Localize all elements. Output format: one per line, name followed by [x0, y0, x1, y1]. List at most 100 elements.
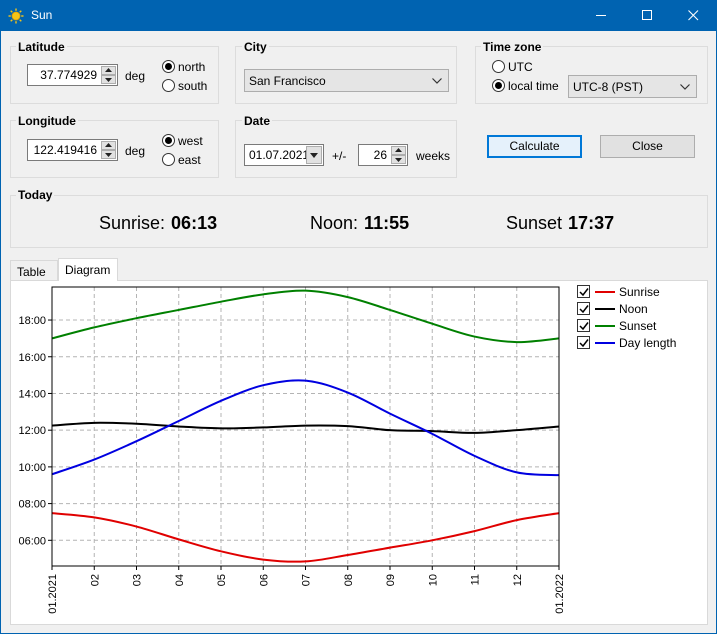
- utc-label[interactable]: UTC: [508, 60, 533, 74]
- longitude-value: 122.419416: [33, 143, 97, 157]
- chevron-down-icon: [432, 78, 442, 84]
- east-label[interactable]: east: [178, 153, 201, 167]
- legend-label: Sunrise: [619, 285, 660, 299]
- legend-label: Noon: [619, 302, 648, 316]
- x-tick-label: 10: [427, 574, 439, 586]
- tab-table[interactable]: Table: [10, 260, 58, 281]
- latitude-down-button[interactable]: [101, 75, 116, 84]
- sunrise-value: 06:13: [171, 213, 218, 233]
- east-radio[interactable]: [162, 153, 175, 166]
- south-label[interactable]: south: [178, 79, 208, 93]
- south-radio[interactable]: [162, 79, 175, 92]
- close-button[interactable]: Close: [600, 135, 695, 158]
- x-tick-label: 05: [216, 574, 228, 586]
- legend-checkbox[interactable]: [577, 285, 590, 298]
- chevron-down-icon: [680, 84, 690, 90]
- date-picker[interactable]: 01.07.2021: [244, 144, 324, 166]
- date-dropdown-button[interactable]: [306, 146, 322, 164]
- weeks-spinner[interactable]: [391, 146, 406, 164]
- local-time-radio[interactable]: [492, 79, 505, 92]
- arrow-down-icon: [105, 78, 112, 82]
- y-tick-label: 16:00: [18, 352, 46, 364]
- legend-label: Sunset: [619, 319, 657, 333]
- y-tick-label: 06:00: [18, 535, 46, 547]
- west-radio[interactable]: [162, 134, 175, 147]
- maximize-icon: [642, 10, 652, 20]
- x-tick-label: 08: [343, 574, 355, 586]
- sunset-value: 17:37: [568, 213, 615, 233]
- x-tick-label: 01.2021: [47, 574, 59, 614]
- legend-checkbox[interactable]: [577, 302, 590, 315]
- range-label: +/-: [332, 149, 347, 163]
- minimize-button[interactable]: [579, 0, 625, 31]
- window-title: Sun: [31, 8, 53, 22]
- y-tick-label: 14:00: [18, 388, 46, 400]
- city-value: San Francisco: [249, 74, 326, 88]
- timezone-title: Time zone: [481, 40, 544, 54]
- x-tick-label: 02: [89, 574, 101, 586]
- arrow-down-icon: [395, 158, 402, 162]
- arrow-down-icon: [310, 153, 318, 158]
- arrow-up-icon: [395, 148, 402, 152]
- weeks-up-button[interactable]: [391, 146, 406, 155]
- x-tick-label: 06: [258, 574, 270, 586]
- legend-swatch: [595, 325, 615, 327]
- legend-swatch: [595, 342, 615, 344]
- arrow-down-icon: [105, 153, 112, 157]
- longitude-title: Longitude: [16, 114, 78, 128]
- y-tick-label: 10:00: [18, 462, 46, 474]
- timezone-select[interactable]: UTC-8 (PST): [568, 75, 697, 98]
- maximize-button[interactable]: [625, 0, 671, 31]
- longitude-up-button[interactable]: [101, 141, 116, 150]
- longitude-down-button[interactable]: [101, 150, 116, 159]
- weeks-input[interactable]: 26: [358, 144, 408, 166]
- legend-checkbox[interactable]: [577, 336, 590, 349]
- latitude-value: 37.774929: [40, 68, 97, 82]
- tab-diagram[interactable]: Diagram: [58, 258, 118, 281]
- sun-times-chart: 06:00 08:00 10:00 12:00 14:00 16:00 18:00 01.20…: [18, 286, 566, 614]
- series-line-day-length: [51, 379, 560, 477]
- sunset-label: Sunset: [506, 213, 563, 233]
- x-tick-label: 04: [174, 574, 186, 586]
- today-noon: Noon: 11:55: [310, 213, 409, 234]
- x-tick-label: 11: [470, 574, 482, 585]
- arrow-up-icon: [105, 143, 112, 147]
- latitude-up-button[interactable]: [101, 66, 116, 75]
- y-tick-label: 08:00: [18, 499, 46, 511]
- latitude-title: Latitude: [16, 40, 67, 54]
- latitude-spinner[interactable]: [101, 66, 116, 84]
- local-time-label[interactable]: local time: [508, 79, 559, 93]
- series-line-sunrise: [51, 512, 560, 563]
- weeks-down-button[interactable]: [391, 155, 406, 164]
- check-icon: [579, 288, 589, 297]
- x-tick-label: 03: [132, 574, 144, 586]
- north-label[interactable]: north: [178, 60, 206, 74]
- plot-frame: [51, 286, 560, 567]
- x-tick-label: 07: [301, 574, 313, 586]
- legend-swatch: [595, 308, 615, 310]
- west-label[interactable]: west: [178, 134, 203, 148]
- x-tick-label: 12: [512, 574, 524, 586]
- utc-radio[interactable]: [492, 60, 505, 73]
- timezone-value: UTC-8 (PST): [573, 80, 643, 94]
- arrow-up-icon: [105, 68, 112, 72]
- calculate-button[interactable]: Calculate: [487, 135, 582, 158]
- close-icon: [688, 10, 699, 21]
- legend-label: Day length: [619, 336, 677, 350]
- latitude-input[interactable]: 37.774929: [27, 64, 118, 86]
- title-bar: Sun: [0, 0, 717, 31]
- today-group: [10, 195, 708, 248]
- city-select[interactable]: San Francisco: [244, 69, 449, 92]
- minimize-icon: [596, 15, 606, 16]
- x-tick-label: 01.2022: [554, 574, 566, 614]
- close-window-button[interactable]: [671, 0, 717, 31]
- legend-checkbox[interactable]: [577, 319, 590, 332]
- noon-label: Noon:: [310, 213, 359, 233]
- noon-value: 11:55: [364, 213, 410, 233]
- longitude-input[interactable]: 122.419416: [27, 139, 118, 161]
- today-sunset: Sunset 17:37: [506, 213, 614, 234]
- longitude-spinner[interactable]: [101, 141, 116, 159]
- check-icon: [579, 322, 589, 331]
- x-tick-label: 09: [385, 574, 397, 586]
- north-radio[interactable]: [162, 60, 175, 73]
